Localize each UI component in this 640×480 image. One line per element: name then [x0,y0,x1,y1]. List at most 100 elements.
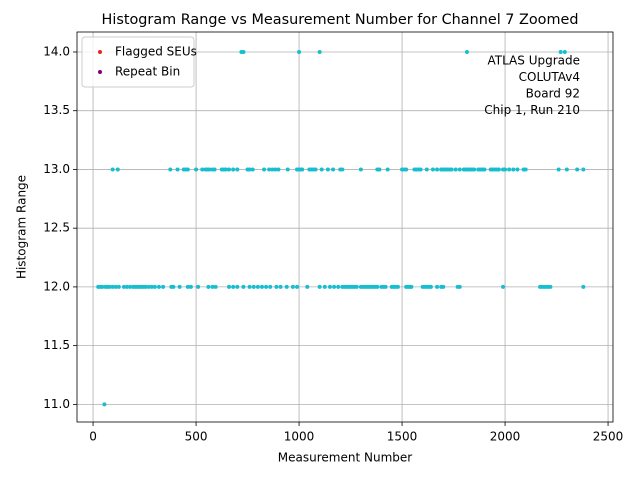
point [290,284,295,289]
point [235,167,240,172]
legend-box [81,36,195,88]
point [297,49,302,54]
point [116,284,121,289]
point [149,284,154,289]
y-tick-label: 11.0 [43,397,70,411]
point [336,284,341,289]
annotation: ATLAS Upgrade [487,54,580,68]
point [464,49,469,54]
legend-label: Flagged SEUs [115,45,197,59]
point [213,284,218,289]
point [332,284,337,289]
point [305,284,310,289]
x-tick-label: 0 [89,430,97,444]
point [227,284,232,289]
point [496,167,501,172]
point [255,284,260,289]
point [331,167,336,172]
point [268,284,273,289]
point [385,167,390,172]
point [259,284,264,289]
point [100,284,105,289]
point [395,284,400,289]
point [121,284,126,289]
point [472,167,477,172]
point [200,167,205,172]
point [313,167,318,172]
point [523,167,528,172]
x-tick-label: 1000 [284,430,315,444]
point [358,167,363,172]
point [428,284,433,289]
point [247,167,252,172]
point [223,167,228,172]
point [422,284,427,289]
point [409,284,414,289]
point [267,167,272,172]
point [262,167,267,172]
point [285,167,290,172]
point [503,167,508,172]
point [168,167,173,172]
point [439,284,444,289]
point [194,167,199,172]
point [231,167,236,172]
point [381,284,386,289]
point [276,167,281,172]
point [404,167,409,172]
point [322,284,327,289]
point [185,284,190,289]
point [457,284,462,289]
y-axis-label: Histogram Range [15,175,29,279]
point [562,49,567,54]
annotation: Board 92 [526,87,580,101]
x-axis-label: Measurement Number [278,451,412,465]
point [231,284,236,289]
point [575,167,580,172]
point [284,284,289,289]
point [175,167,180,172]
point [449,167,454,172]
point [377,167,382,172]
point [227,167,232,172]
y-tick-label: 13.5 [43,103,70,117]
legend-marker [98,50,102,54]
x-tick-label: 500 [185,430,208,444]
annotation: COLUTAv4 [519,70,580,84]
legend-marker [98,70,102,74]
point [435,284,440,289]
legend-label: Repeat Bin [115,65,180,79]
point [235,284,240,289]
point [247,284,252,289]
point [548,284,553,289]
point [500,284,505,289]
point [156,284,161,289]
point [206,284,211,289]
point [264,284,269,289]
plot-frame [76,31,614,423]
point [482,167,487,172]
point [210,284,215,289]
point [453,167,458,172]
point [327,284,332,289]
point [196,284,201,289]
chart-title: Histogram Range vs Measurement Number fo… [102,12,579,28]
point [143,284,148,289]
legend: Flagged SEUs Repeat Bin [81,36,197,88]
point [564,167,569,172]
y-tick-label: 14.0 [43,44,70,58]
point [430,167,435,172]
y-tick-label: 11.5 [43,338,70,352]
point [270,167,275,172]
point [317,49,322,54]
point [317,284,322,289]
point [273,167,278,172]
y-tick-label: 12.5 [43,221,70,235]
point [300,167,305,172]
point [278,284,283,289]
point [340,167,345,172]
point [556,167,561,172]
annotation: Chip 1, Run 210 [484,103,580,117]
point [274,284,279,289]
